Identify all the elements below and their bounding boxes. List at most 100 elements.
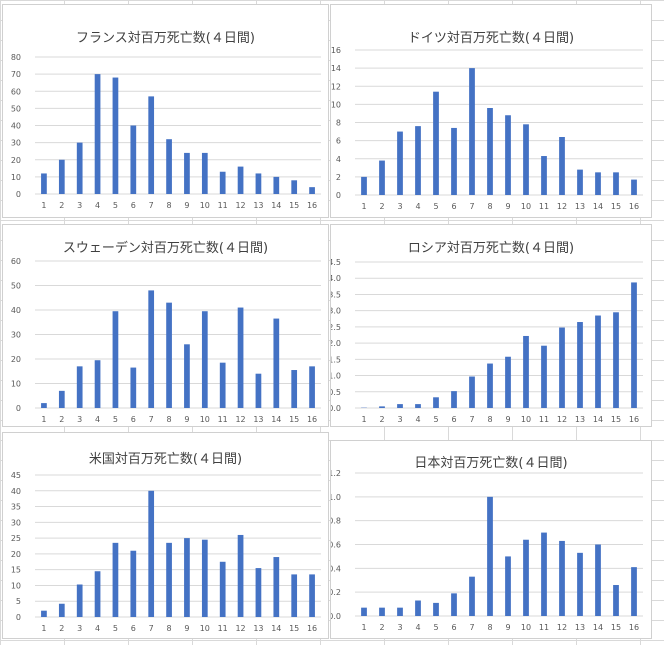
x-tick-label: 8 <box>167 415 172 424</box>
bar <box>148 290 155 408</box>
x-tick-label: 1 <box>361 202 366 211</box>
x-tick-label: 5 <box>433 202 438 211</box>
bar <box>595 315 601 408</box>
x-tick-label: 5 <box>113 415 118 424</box>
x-tick-label: 11 <box>218 201 228 210</box>
x-tick-label: 4 <box>95 624 100 633</box>
x-tick-label: 10 <box>200 624 210 633</box>
x-tick-label: 4 <box>415 623 420 632</box>
x-tick-label: 6 <box>451 415 456 424</box>
bar <box>541 156 547 195</box>
y-tick-label: 15 <box>11 566 21 575</box>
chart-title: ロシア対百万死亡数(４日間) <box>407 241 575 256</box>
bar <box>559 540 565 616</box>
x-tick-label: 16 <box>629 415 639 424</box>
x-tick-label: 1 <box>41 624 46 633</box>
chart-title: 日本対百万死亡数(４日間) <box>414 456 568 471</box>
bar <box>577 169 583 195</box>
bar <box>273 176 280 194</box>
x-tick-label: 3 <box>397 415 402 424</box>
x-tick-label: 13 <box>575 623 585 632</box>
y-tick-label: 1.5 <box>331 355 341 364</box>
y-tick-label: 5 <box>16 597 21 606</box>
bar <box>273 557 280 617</box>
x-tick-label: 3 <box>397 202 402 211</box>
y-tick-label: 1.2 <box>331 469 341 478</box>
x-tick-label: 12 <box>557 415 567 424</box>
chart-svg: 0.00.20.40.60.81.01.21234567891011121314… <box>331 469 643 632</box>
x-tick-label: 4 <box>95 415 100 424</box>
bar <box>523 335 529 408</box>
x-tick-label: 7 <box>149 624 154 633</box>
x-tick-label: 8 <box>487 202 492 211</box>
x-tick-label: 12 <box>557 202 567 211</box>
bar <box>201 539 208 617</box>
y-tick-label: 1.0 <box>331 372 341 381</box>
bar <box>523 539 529 616</box>
x-tick-label: 9 <box>184 624 189 633</box>
x-tick-label: 6 <box>131 415 136 424</box>
bar <box>559 137 565 195</box>
bar <box>559 327 565 408</box>
x-tick-label: 14 <box>593 415 603 424</box>
x-tick-label: 11 <box>218 624 228 633</box>
x-tick-label: 5 <box>433 415 438 424</box>
x-tick-label: 6 <box>131 624 136 633</box>
chart-panel-russia[interactable]: ロシア対百万死亡数(４日間) 0.0 0.5 1.0 1.5 2.0 2.5 3.0 3.5 4… <box>330 224 652 427</box>
x-tick-label: 8 <box>167 624 172 633</box>
chart-panel-germany[interactable]: ドイツ対百万死亡数(４日間) 0 2 4 6 8 10 12 14 16 1 2 3 4 5 6 7 8 9 10 1… <box>330 4 652 218</box>
bar <box>309 574 315 617</box>
x-tick-label: 14 <box>271 201 281 210</box>
bar <box>273 318 280 408</box>
y-tick-label: 0.2 <box>331 588 341 597</box>
x-tick-label: 13 <box>253 201 263 210</box>
y-tick-label: 3.5 <box>331 290 341 299</box>
bar <box>523 124 529 195</box>
y-tick-label: 20 <box>11 355 21 364</box>
bar <box>130 367 137 408</box>
x-tick-label: 10 <box>200 201 210 210</box>
x-tick-label: 5 <box>433 623 438 632</box>
x-tick-label: 16 <box>307 415 317 424</box>
bar <box>41 610 47 617</box>
x-tick-label: 14 <box>271 415 281 424</box>
x-tick-label: 7 <box>469 623 474 632</box>
y-tick-label: 40 <box>11 306 21 315</box>
chart-panel-france[interactable]: フランス対百万死亡数(４日間) 0 10 20 30 40 50 60 70 80 1 2 3 4 5 6 7… <box>2 4 329 218</box>
x-tick-label: 4 <box>415 202 420 211</box>
x-tick-label: 14 <box>593 623 603 632</box>
bar <box>397 607 403 616</box>
chart-panel-japan[interactable]: 日本対百万死亡数(４日間) 0.00.20.40.60.81.01.212345… <box>330 440 652 639</box>
y-tick-label: 10 <box>11 380 21 389</box>
bar <box>112 77 119 194</box>
bar <box>433 602 439 616</box>
x-tick-label: 8 <box>487 415 492 424</box>
bar <box>541 345 547 408</box>
bar <box>613 312 619 408</box>
x-tick-label: 16 <box>629 623 639 632</box>
chart-panel-sweden[interactable]: スウェーデン対百万死亡数(４日間) 0 10 20 30 40 50 60 1 2 3 4 5 6 7 8 9… <box>2 224 329 427</box>
bar <box>219 561 226 617</box>
bar <box>76 366 83 408</box>
x-tick-label: 12 <box>557 623 567 632</box>
x-tick-label: 8 <box>487 623 492 632</box>
chart-panel-usa[interactable]: 米国対百万死亡数(４日間) 0 5 10 15 20 25 30 35 40 45 1 2 3 4 5 6 7 8… <box>2 432 329 639</box>
bar <box>433 397 439 408</box>
y-tick-label: 0.4 <box>331 564 341 573</box>
bar <box>379 160 385 195</box>
y-tick-label: 40 <box>11 122 21 131</box>
bar <box>397 404 403 408</box>
bar <box>487 363 493 408</box>
bar <box>255 568 262 617</box>
y-tick-label: 2 <box>336 173 341 182</box>
y-tick-label: 30 <box>11 331 21 340</box>
bar <box>505 356 511 408</box>
x-tick-label: 4 <box>95 201 100 210</box>
bar <box>94 74 101 194</box>
bar <box>631 567 637 616</box>
x-tick-label: 9 <box>505 202 510 211</box>
bar <box>41 173 47 194</box>
y-tick-label: 0.5 <box>331 388 341 397</box>
y-tick-label: 60 <box>11 257 21 266</box>
y-tick-label: 40 <box>11 487 21 496</box>
